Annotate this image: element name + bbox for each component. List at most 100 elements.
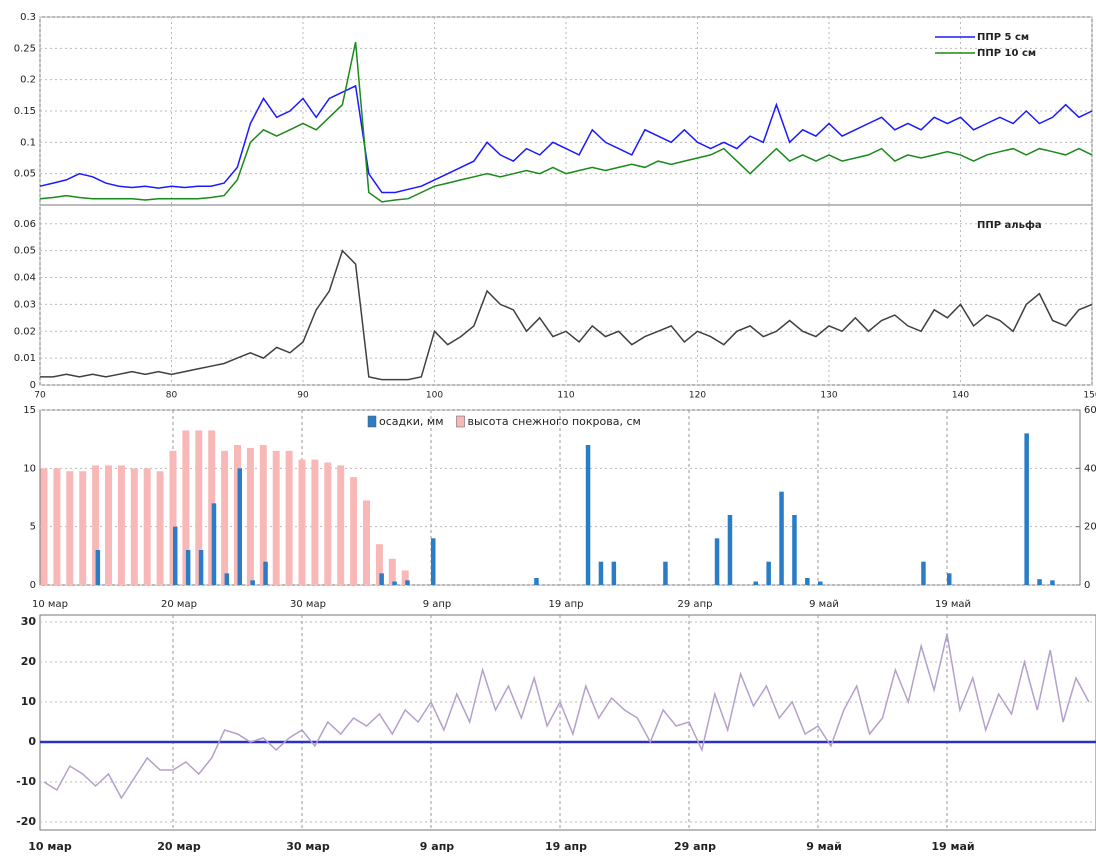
legend-swatch — [367, 415, 377, 428]
bar — [405, 580, 410, 585]
y-tick-label: 10 — [21, 695, 37, 708]
bar — [921, 561, 926, 585]
x-tick-label: 19 май — [935, 599, 971, 610]
bar — [818, 581, 823, 585]
bar — [40, 468, 48, 585]
bar — [337, 465, 345, 585]
x-tick-label: 20 мар — [157, 840, 201, 853]
x-tick-label: 29 апр — [674, 840, 716, 853]
x-tick-label: 19 май — [931, 840, 974, 853]
x-tick-label: 10 мар — [28, 840, 72, 853]
bar — [363, 500, 370, 585]
bar — [105, 465, 112, 585]
x-tick-label: 120 — [689, 391, 706, 401]
bar — [272, 450, 280, 585]
x-tick-label: 30 мар — [286, 840, 330, 853]
bar — [766, 561, 771, 585]
bar — [259, 445, 267, 585]
bar — [211, 503, 217, 585]
x-tick-label: 9 май — [809, 599, 839, 610]
legend-label: осадки, мм — [379, 415, 444, 428]
bar — [350, 477, 358, 585]
x-tick-label: 30 мар — [290, 599, 326, 610]
bar — [130, 468, 138, 585]
x-tick-label: 90 — [297, 391, 309, 401]
bar — [324, 462, 332, 585]
x-tick-label: 80 — [166, 391, 178, 401]
bar — [805, 578, 810, 585]
bar — [1037, 579, 1042, 585]
y-tick-label: 0.02 — [14, 326, 36, 337]
bar — [173, 526, 178, 585]
bar — [598, 561, 604, 585]
y2-tick-label: 60 — [1084, 405, 1096, 416]
bar — [753, 581, 758, 585]
y-tick-label: 0 — [30, 380, 36, 391]
bar — [195, 430, 203, 585]
y-tick-label: 0.1 — [20, 137, 36, 148]
bar — [95, 550, 101, 585]
y-tick-label: 0.15 — [14, 106, 36, 117]
y-tick-label: 15 — [23, 405, 36, 416]
y2-tick-label: 40 — [1084, 463, 1096, 474]
bar — [779, 491, 784, 585]
bar — [92, 465, 100, 585]
bar — [379, 573, 384, 585]
bar — [224, 573, 230, 585]
bar — [169, 450, 177, 585]
bar — [221, 450, 229, 585]
y-tick-label: 0.2 — [20, 75, 36, 86]
bar — [298, 459, 306, 585]
x-tick-label: 110 — [557, 391, 574, 401]
series-line — [40, 249, 1093, 381]
bar — [246, 447, 254, 585]
legend-label: ППР 5 см — [977, 32, 1029, 43]
bar — [401, 570, 409, 585]
bar — [792, 515, 797, 585]
series-line — [43, 633, 1090, 800]
y-tick-label: -10 — [16, 775, 36, 788]
bar — [117, 465, 125, 585]
x-tick-label: 9 апр — [423, 599, 452, 610]
bar — [79, 471, 87, 585]
y-tick-label: 20 — [21, 655, 37, 668]
y-tick-label: 5 — [30, 522, 36, 533]
x-tick-label: 150 — [1083, 391, 1096, 401]
x-tick-label: 20 мар — [161, 599, 197, 610]
x-tick-label: 100 — [426, 391, 443, 401]
legend-label: ППР 10 см — [977, 48, 1036, 59]
bar — [198, 550, 204, 585]
y-tick-label: 0.04 — [14, 273, 36, 284]
bar — [714, 538, 720, 585]
bar — [311, 459, 319, 585]
series-line — [39, 41, 1093, 203]
legend-label: высота снежного покрова, см — [468, 415, 641, 428]
bar — [1050, 580, 1055, 585]
series-line — [39, 84, 1093, 194]
bar — [663, 561, 668, 585]
x-tick-label: 10 мар — [32, 599, 68, 610]
y-tick-label: 0.25 — [14, 43, 36, 54]
bar — [66, 471, 74, 585]
x-tick-label: 70 — [34, 391, 46, 401]
bar — [611, 561, 617, 585]
bar — [185, 550, 191, 585]
y2-tick-label: 0 — [1084, 580, 1090, 591]
bar — [182, 430, 190, 585]
x-tick-label: 19 апр — [549, 599, 584, 610]
bar — [375, 544, 383, 585]
bar — [392, 581, 397, 585]
legend-swatch — [456, 415, 465, 428]
y-tick-label: 0.05 — [14, 169, 36, 180]
y-tick-label: 10 — [23, 463, 36, 474]
y-tick-label: 0.03 — [14, 299, 36, 310]
y-tick-label: 0 — [30, 580, 36, 591]
y-tick-label: 0.01 — [14, 353, 36, 364]
bar — [143, 468, 151, 585]
x-tick-label: 19 апр — [545, 840, 587, 853]
x-tick-label: 130 — [820, 391, 837, 401]
bar — [534, 578, 539, 585]
bar — [250, 580, 255, 585]
